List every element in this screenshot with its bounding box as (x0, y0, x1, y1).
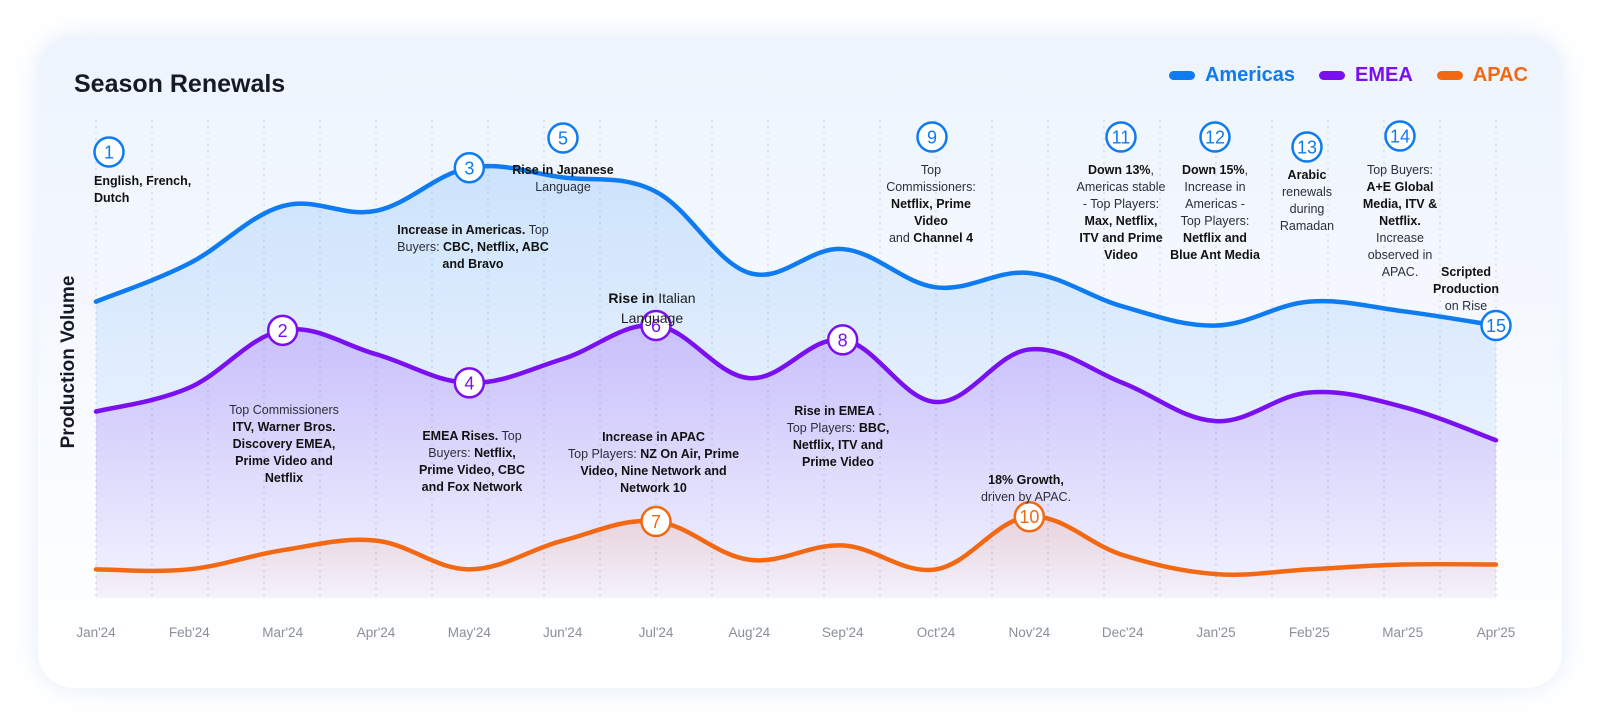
marker-7: 7 (640, 505, 672, 538)
legend: Americas EMEA APAC (1168, 64, 1528, 87)
x-tick-label: Mar'24 (262, 625, 303, 640)
annotation-3: Increase in Americas. Top Buyers: CBC, Ne… (397, 223, 549, 271)
svg-text:1: 1 (104, 143, 114, 163)
svg-text:3: 3 (464, 158, 474, 178)
svg-text:8: 8 (838, 330, 848, 350)
series-line-apac (93, 514, 1499, 578)
marker-12: 12 (1199, 121, 1231, 153)
svg-text:6: 6 (651, 316, 661, 336)
legend-label-americas: Americas (1204, 64, 1296, 86)
marker-4: 4 (453, 367, 486, 399)
marker-15: 15 (1480, 309, 1512, 342)
annotation-2: Top Commissioners ITV, Warner Bros. Discov… (229, 403, 339, 485)
svg-text:7: 7 (651, 512, 661, 532)
legend-label-apac: APAC (1472, 64, 1528, 86)
chart-title: Season Renewals (74, 70, 286, 98)
marker-1: 1 (93, 136, 125, 168)
area-emea (96, 325, 1496, 598)
x-tick-label: Dec'24 (1102, 625, 1144, 640)
legend-swatch-apac (1436, 71, 1463, 80)
svg-text:2: 2 (278, 321, 288, 341)
grid-lines (95, 120, 1497, 598)
x-tick-label: Jul'24 (639, 625, 674, 640)
svg-text:4: 4 (464, 373, 474, 393)
annotation-1: English, French, Dutch (94, 174, 192, 205)
marker-11: 11 (1105, 121, 1137, 153)
legend-label-emea: EMEA (1355, 64, 1413, 86)
legend-item-americas: Americas (1168, 64, 1296, 87)
annotation-4: EMEA Rises. Top Buyers: Netflix, Prime Vid… (418, 429, 526, 494)
x-tick-label: Jan'25 (1196, 625, 1235, 640)
annotation-5: Rise in Japanese Language (512, 163, 614, 194)
x-tick-label: Sep'24 (822, 625, 864, 640)
legend-item-apac: APAC (1436, 64, 1528, 87)
x-tick-label: Oct'24 (917, 625, 956, 640)
marker-6: 6 (640, 309, 672, 342)
annotation-13: Arabic renewals during Ramadan (1279, 168, 1335, 233)
annotation-11: Down 13%, Americas stable - Top Players: Ma… (1076, 163, 1166, 262)
x-tick-label: Feb'24 (169, 625, 210, 640)
svg-text:5: 5 (558, 129, 568, 149)
x-tick-label: Feb'25 (1289, 625, 1330, 640)
annotation-8: Rise in EMEA . Top Players: BBC, Netflix, … (786, 404, 890, 469)
annotation-9: Top Commissioners: Netflix, Prime Video and … (886, 163, 976, 245)
x-tick-label: Apr'25 (1477, 625, 1516, 640)
svg-text:14: 14 (1390, 127, 1410, 147)
annotation-14: Top Buyers: A+E Global Media, ITV & Netflix… (1362, 163, 1438, 279)
marker-2: 2 (266, 314, 299, 347)
marker-13: 13 (1291, 131, 1323, 163)
annotation-7: Increase in APAC Top Players: NZ On Air, … (567, 430, 740, 495)
svg-text:12: 12 (1205, 128, 1225, 148)
marker-10: 10 (1013, 500, 1046, 533)
svg-text:13: 13 (1297, 138, 1317, 158)
y-axis-label: Production Volume (58, 276, 79, 449)
x-tick-label: Mar'25 (1382, 625, 1423, 640)
legend-swatch-emea (1319, 71, 1346, 80)
annotation-10: 18% Growth, driven by APAC. (980, 473, 1072, 504)
svg-text:15: 15 (1486, 316, 1506, 336)
marker-8: 8 (826, 324, 859, 356)
x-tick-label: Jun'24 (543, 625, 583, 640)
x-tick-label: Apr'24 (357, 625, 396, 640)
svg-text:9: 9 (927, 128, 937, 148)
x-tick-label: Nov'24 (1009, 625, 1051, 640)
annotation-12: Down 15%, Increase in Americas - Top Player… (1170, 163, 1260, 262)
x-tick-label: May'24 (448, 625, 492, 640)
marker-3: 3 (453, 152, 486, 184)
x-tick-label: Aug'24 (729, 625, 771, 640)
series-line-emea (93, 323, 1499, 443)
annotation-6: Rise in Italian Language (608, 290, 696, 326)
marker-5: 5 (547, 122, 579, 154)
legend-swatch-americas (1168, 71, 1195, 80)
annotation-15: Scripted Production on Rise (1433, 265, 1499, 313)
area-apac (96, 516, 1496, 598)
legend-item-emea: EMEA (1319, 64, 1413, 87)
series-line-americas (93, 163, 1499, 328)
marker-14: 14 (1384, 120, 1416, 152)
svg-text:11: 11 (1112, 128, 1131, 148)
svg-text:10: 10 (1019, 507, 1039, 527)
x-tick-label: Jan'24 (76, 625, 116, 640)
marker-9: 9 (916, 121, 948, 153)
